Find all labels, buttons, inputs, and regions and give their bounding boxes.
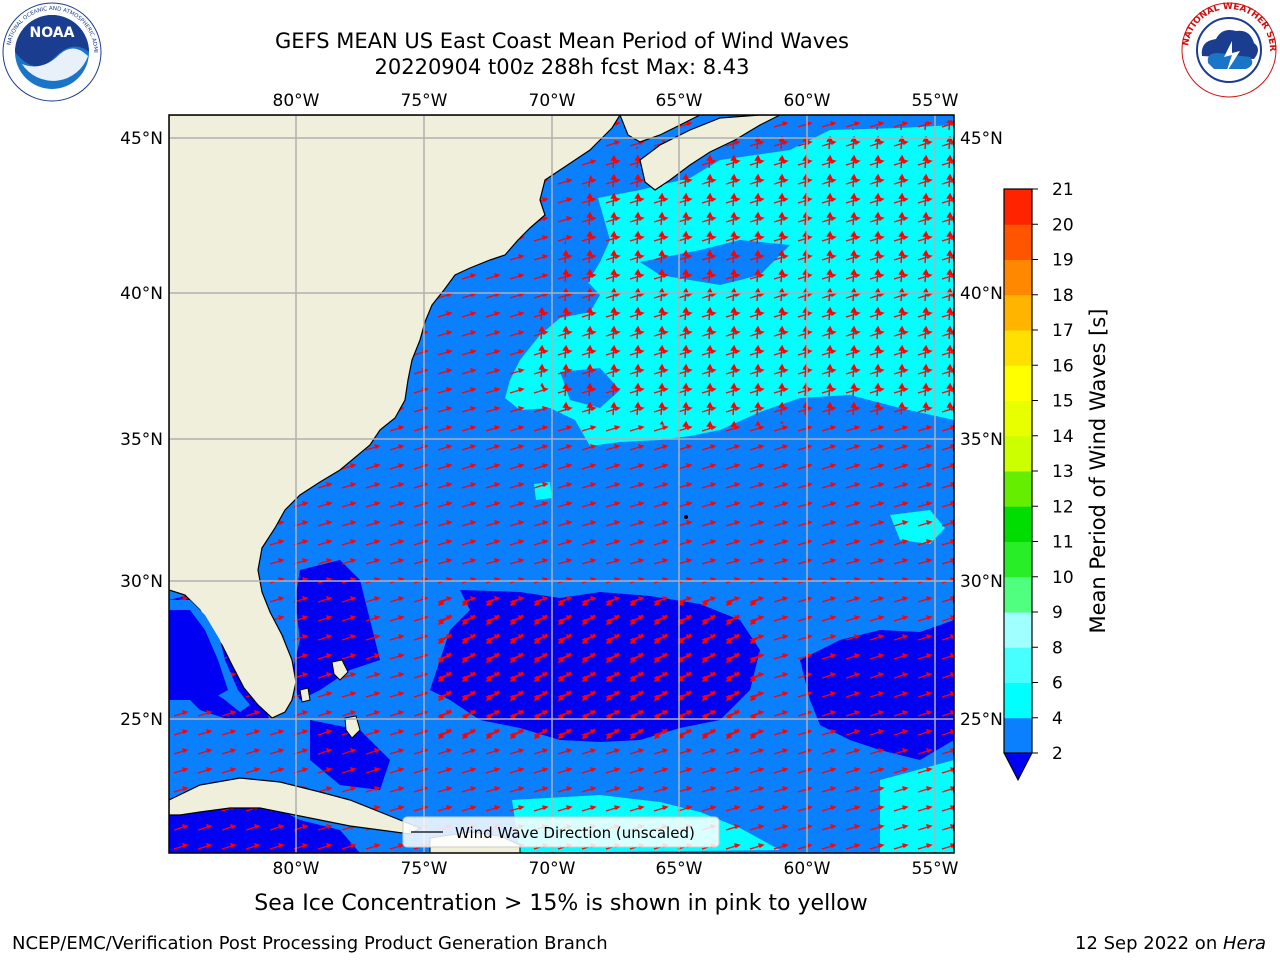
- lon-tick-bottom: 70°W: [529, 859, 576, 879]
- colorbar-tick-label: 14: [1052, 427, 1074, 447]
- colorbar-tick-label: 8: [1052, 638, 1063, 658]
- lon-tick-top: 70°W: [529, 91, 576, 111]
- colorbar-segment: [1004, 471, 1032, 507]
- colorbar-tick-label: 20: [1052, 215, 1074, 235]
- land-bahamas: [331, 659, 349, 681]
- colorbar-segment: [1004, 189, 1032, 225]
- lon-tick-top: 60°W: [784, 91, 831, 111]
- colorbar-tick-label: 16: [1052, 356, 1074, 376]
- colorbar-tick-label: 13: [1052, 462, 1074, 482]
- lat-tick-right: 45°N: [960, 129, 1003, 149]
- colorbar-segment: [1004, 259, 1032, 296]
- colorbar-tick-label: 4: [1052, 709, 1063, 729]
- land-nova-scotia: [639, 115, 781, 191]
- wind-wave-arrows-southwest: [430, 600, 760, 740]
- colorbar-segment: [1004, 506, 1032, 542]
- lat-tick-left: 40°N: [120, 284, 163, 304]
- land-cuba: [169, 777, 422, 835]
- colorbar-tick-label: 18: [1052, 286, 1074, 306]
- graticule: [169, 115, 954, 853]
- colorbar-segment: [1004, 541, 1032, 578]
- map-frame: [168, 114, 955, 854]
- lat-tick-left: 35°N: [120, 430, 163, 450]
- lat-tick-left: 45°N: [120, 129, 163, 149]
- map-legend: Wind Wave Direction (unscaled): [402, 816, 720, 848]
- footer-date: 12 Sep 2022 on: [1075, 933, 1223, 954]
- chart-title: GEFS MEAN US East Coast Mean Period of W…: [275, 29, 849, 53]
- colorbar-tick-label: 2: [1052, 744, 1063, 764]
- colorbar-segment: [1004, 612, 1032, 648]
- footer-machine: Hera: [1222, 933, 1266, 954]
- colorbar-tick-label: 21: [1052, 180, 1074, 200]
- wind-wave-arrows-north: [520, 120, 954, 430]
- lon-tick-bottom: 80°W: [273, 859, 320, 879]
- colorbar-segment: [1004, 682, 1032, 719]
- sea-ice-note: Sea Ice Concentration > 15% is shown in …: [254, 891, 868, 916]
- colorbar-tick-label: 17: [1052, 321, 1074, 341]
- land-north-america: [169, 115, 621, 719]
- lat-tick-right: 30°N: [960, 572, 1003, 592]
- lat-tick-left: 25°N: [120, 710, 163, 730]
- map-field: [169, 115, 954, 853]
- colorbar-tick-label: 11: [1052, 533, 1074, 553]
- colorbar-segment: [1004, 330, 1032, 366]
- footer-credit: NCEP/EMC/Verification Post Processing Pr…: [12, 933, 608, 954]
- colorbar-under-triangle: [1003, 752, 1033, 782]
- colorbar: 2 4 6 8 9 10 11 12 13 14 15 16 17 18 19 20 21 Mean Perio…: [1003, 180, 1110, 782]
- colorbar-segment: [1004, 435, 1032, 472]
- colorbar-segment: [1004, 294, 1032, 331]
- lat-tick-right: 35°N: [960, 430, 1003, 450]
- colorbar-tick-label: 15: [1052, 392, 1074, 412]
- legend-label: Wind Wave Direction (unscaled): [455, 824, 695, 842]
- lon-tick-top: 80°W: [273, 91, 320, 111]
- lat-tick-right: 40°N: [960, 284, 1003, 304]
- colorbar-tick-label: 12: [1052, 497, 1074, 517]
- noaa-logo: NOAA NATIONAL OCEANIC AND ATMOSPHERIC AD…: [2, 2, 102, 102]
- colorbar-segment: [1004, 224, 1032, 260]
- colorbar-tick-label: 6: [1052, 674, 1063, 694]
- colorbar-tick-label: 9: [1052, 603, 1063, 623]
- lon-tick-bottom: 75°W: [401, 859, 448, 879]
- colorbar-tick-label: 10: [1052, 568, 1074, 588]
- chart-subtitle: 20220904 t00z 288h fcst Max: 8.43: [374, 55, 750, 79]
- lon-tick-bottom: 55°W: [912, 859, 959, 879]
- colorbar-tick-label: 19: [1052, 251, 1074, 271]
- colorbar-label: Mean Period of Wind Waves [s]: [1086, 309, 1110, 634]
- nws-logo: NATIONAL WEATHER SERVICE: [1180, 1, 1277, 98]
- colorbar-segment: [1004, 647, 1032, 683]
- lon-tick-bottom: 65°W: [656, 859, 703, 879]
- colorbar-segment: [1004, 576, 1032, 613]
- lon-tick-top: 65°W: [656, 91, 703, 111]
- colorbar-segment: [1004, 717, 1032, 754]
- lat-tick-right: 25°N: [960, 710, 1003, 730]
- colorbar-segment: [1004, 365, 1032, 401]
- lon-tick-top: 55°W: [912, 91, 959, 111]
- colorbar-segment: [1004, 400, 1032, 437]
- footer-timestamp: 12 Sep 2022 on Hera: [1075, 933, 1266, 955]
- land-bermuda: [684, 515, 688, 519]
- svg-text:NOAA: NOAA: [30, 25, 75, 41]
- lon-tick-top: 75°W: [401, 91, 448, 111]
- lat-tick-left: 30°N: [120, 572, 163, 592]
- lon-tick-bottom: 60°W: [784, 859, 831, 879]
